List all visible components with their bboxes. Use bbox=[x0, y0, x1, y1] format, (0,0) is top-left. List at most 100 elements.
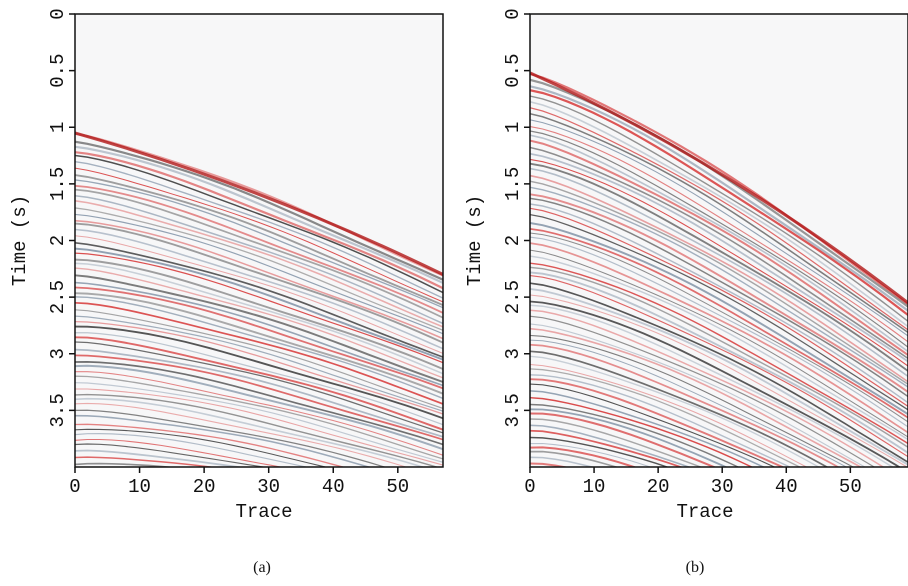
x-tick-label: 50 bbox=[839, 476, 862, 498]
reflection bbox=[75, 348, 443, 438]
reflection bbox=[75, 309, 443, 409]
reflection bbox=[75, 361, 443, 446]
reflection bbox=[530, 350, 829, 467]
reflection bbox=[530, 100, 908, 328]
reflection bbox=[530, 228, 908, 419]
reflection bbox=[75, 281, 443, 387]
reflection bbox=[530, 315, 876, 467]
reflection bbox=[75, 320, 443, 415]
x-tick-label: 30 bbox=[711, 476, 734, 498]
reflection bbox=[530, 266, 908, 448]
y-tick-label: 3.5 bbox=[502, 393, 524, 427]
x-axis-label: Trace bbox=[235, 501, 292, 523]
reflection bbox=[530, 271, 908, 454]
reflection bbox=[75, 382, 443, 463]
y-tick-label: 0 bbox=[502, 8, 524, 19]
reflection bbox=[530, 139, 908, 356]
first-break bbox=[530, 71, 908, 304]
reflection bbox=[530, 424, 692, 467]
reflection bbox=[530, 152, 908, 363]
reflection bbox=[75, 456, 216, 467]
reflection bbox=[530, 167, 908, 377]
reflection bbox=[530, 236, 908, 428]
reflection bbox=[530, 213, 908, 411]
reflection bbox=[75, 433, 310, 467]
y-tick-label: 0 bbox=[47, 8, 69, 19]
x-tick-label: 40 bbox=[775, 476, 798, 498]
reflection bbox=[75, 332, 443, 426]
reflection bbox=[75, 219, 443, 340]
y-tick-label: 0.5 bbox=[47, 54, 69, 88]
reflection bbox=[75, 207, 443, 331]
x-tick-label: 0 bbox=[524, 476, 535, 498]
reflection bbox=[530, 242, 908, 434]
reflection bbox=[75, 438, 284, 467]
reflection bbox=[75, 375, 443, 460]
reflection bbox=[75, 286, 443, 390]
y-tick-label: 2.5 bbox=[47, 280, 69, 314]
reflection bbox=[530, 363, 808, 467]
reflection bbox=[530, 442, 652, 467]
reflection bbox=[75, 267, 443, 379]
reflection bbox=[530, 146, 908, 360]
reflection bbox=[75, 414, 372, 467]
reflection bbox=[530, 180, 908, 385]
reflection bbox=[75, 252, 443, 364]
y-axis-label: Time (s) bbox=[464, 195, 486, 286]
reflection bbox=[75, 296, 443, 400]
y-tick-label: 3 bbox=[47, 348, 69, 359]
reflection bbox=[530, 294, 908, 467]
reflection bbox=[530, 255, 908, 441]
reflection bbox=[530, 304, 894, 467]
reflection bbox=[530, 262, 908, 445]
reflection bbox=[75, 258, 443, 370]
reflection bbox=[530, 249, 908, 438]
reflection bbox=[530, 300, 901, 467]
y-axis-label: Time (s) bbox=[9, 195, 31, 286]
reflection bbox=[75, 354, 443, 441]
reflection bbox=[75, 301, 443, 405]
reflection bbox=[75, 161, 443, 299]
reflection bbox=[75, 154, 443, 294]
reflection bbox=[530, 450, 619, 467]
reflection bbox=[75, 241, 443, 358]
x-tick-label: 20 bbox=[647, 476, 670, 498]
reflection bbox=[530, 282, 908, 463]
reflection bbox=[530, 412, 717, 467]
reflection bbox=[75, 174, 443, 306]
reflection bbox=[75, 145, 443, 284]
y-tick-label: 0.5 bbox=[502, 54, 524, 88]
reflection bbox=[75, 194, 443, 325]
x-tick-label: 50 bbox=[386, 476, 409, 498]
reflection bbox=[530, 203, 908, 404]
reflection bbox=[75, 167, 443, 303]
reflection bbox=[530, 403, 740, 467]
reflection bbox=[530, 222, 908, 416]
y-tick-label: 1.5 bbox=[502, 167, 524, 201]
reflection bbox=[530, 134, 908, 353]
x-axis-label: Trace bbox=[676, 501, 733, 523]
reflection bbox=[530, 112, 908, 334]
reflection bbox=[75, 140, 443, 281]
reflection bbox=[75, 213, 443, 335]
seismic-image bbox=[530, 14, 908, 467]
reflection bbox=[75, 179, 443, 309]
reflection bbox=[530, 390, 766, 467]
reflection bbox=[530, 125, 908, 343]
y-tick-label: 3 bbox=[502, 348, 524, 359]
reflection bbox=[530, 287, 908, 466]
y-tick-label: 1.5 bbox=[47, 167, 69, 201]
reflection bbox=[75, 336, 443, 431]
reflection bbox=[530, 162, 908, 372]
y-tick-label: 2 bbox=[47, 235, 69, 246]
reflection bbox=[75, 462, 176, 467]
reflection bbox=[75, 364, 443, 451]
reflection bbox=[75, 262, 443, 375]
reflection bbox=[530, 368, 802, 467]
reflection bbox=[75, 409, 387, 467]
reflection bbox=[75, 388, 443, 466]
reflection bbox=[530, 207, 908, 407]
reflection bbox=[530, 418, 703, 467]
y-tick-label: 1 bbox=[47, 122, 69, 133]
